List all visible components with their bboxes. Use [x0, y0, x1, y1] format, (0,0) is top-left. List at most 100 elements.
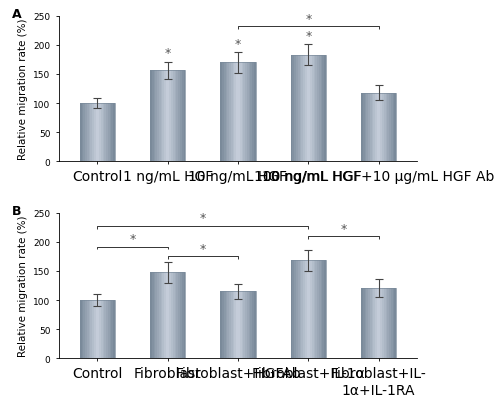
Bar — [176, 71, 178, 162]
Bar — [377, 288, 378, 358]
Bar — [178, 273, 180, 358]
Bar — [244, 63, 245, 162]
Bar — [303, 55, 305, 162]
Bar — [98, 104, 99, 162]
Bar — [222, 292, 224, 358]
Bar — [377, 93, 378, 162]
Bar — [113, 104, 115, 162]
Bar — [366, 93, 368, 162]
Bar — [110, 104, 112, 162]
Bar — [174, 71, 176, 162]
Bar — [182, 273, 184, 358]
Bar — [160, 273, 162, 358]
Text: *: * — [340, 222, 346, 235]
Bar — [180, 71, 182, 162]
Bar — [361, 93, 396, 162]
Bar — [312, 261, 314, 358]
Bar — [250, 63, 252, 162]
Bar — [392, 288, 394, 358]
Bar — [220, 63, 256, 162]
Bar — [113, 300, 115, 358]
Bar — [252, 63, 254, 162]
Bar — [85, 300, 87, 358]
Bar — [245, 292, 247, 358]
Text: *: * — [130, 233, 136, 246]
Bar — [290, 261, 326, 358]
Bar — [238, 292, 240, 358]
Bar — [363, 93, 364, 162]
Bar — [388, 93, 389, 162]
Bar — [226, 292, 228, 358]
Bar — [152, 273, 154, 358]
Bar — [247, 292, 248, 358]
Bar — [234, 292, 236, 358]
Bar — [220, 292, 256, 358]
Bar — [104, 300, 106, 358]
Bar — [82, 300, 84, 358]
Bar — [290, 55, 292, 162]
Bar — [162, 71, 164, 162]
Bar — [229, 292, 231, 358]
Bar — [384, 93, 386, 162]
Bar — [370, 288, 372, 358]
Bar — [90, 104, 92, 162]
Bar — [150, 71, 152, 162]
Bar — [361, 288, 363, 358]
Bar — [236, 292, 238, 358]
Bar — [228, 63, 229, 162]
Bar — [108, 300, 110, 358]
Bar — [154, 273, 156, 358]
Bar — [394, 93, 396, 162]
Bar — [231, 292, 232, 358]
Bar — [296, 261, 298, 358]
Bar — [361, 93, 363, 162]
Bar — [88, 300, 90, 358]
Bar — [302, 261, 303, 358]
Bar — [92, 300, 94, 358]
Bar — [99, 300, 101, 358]
Bar — [220, 292, 222, 358]
Bar — [378, 288, 380, 358]
Bar — [306, 55, 308, 162]
Bar — [305, 55, 306, 162]
Bar — [240, 63, 242, 162]
Bar — [386, 93, 388, 162]
Bar — [292, 55, 294, 162]
Y-axis label: Relative migration rate (%): Relative migration rate (%) — [18, 215, 28, 356]
Bar — [101, 300, 102, 358]
Bar — [174, 273, 176, 358]
Text: A: A — [12, 8, 22, 21]
Bar — [238, 63, 240, 162]
Bar — [322, 55, 324, 162]
Bar — [184, 273, 186, 358]
Bar — [159, 273, 160, 358]
Bar — [88, 104, 90, 162]
Bar — [370, 93, 372, 162]
Bar — [162, 273, 164, 358]
Bar — [112, 104, 113, 162]
Bar — [389, 288, 391, 358]
Bar — [84, 104, 85, 162]
Bar — [254, 63, 256, 162]
Bar — [98, 300, 99, 358]
Bar — [168, 273, 170, 358]
Bar — [382, 93, 384, 162]
Bar — [178, 71, 180, 162]
Bar — [364, 93, 366, 162]
Bar — [392, 93, 394, 162]
Bar — [236, 63, 238, 162]
Bar — [303, 261, 305, 358]
Bar — [180, 273, 182, 358]
Text: *: * — [305, 13, 312, 26]
Bar — [94, 104, 96, 162]
Bar — [247, 63, 248, 162]
Bar — [228, 292, 229, 358]
Bar — [388, 288, 389, 358]
Bar — [242, 63, 244, 162]
Bar — [96, 300, 98, 358]
Bar — [231, 63, 232, 162]
Bar — [220, 63, 222, 162]
Text: *: * — [235, 38, 241, 51]
Bar — [320, 55, 322, 162]
Bar — [290, 55, 326, 162]
